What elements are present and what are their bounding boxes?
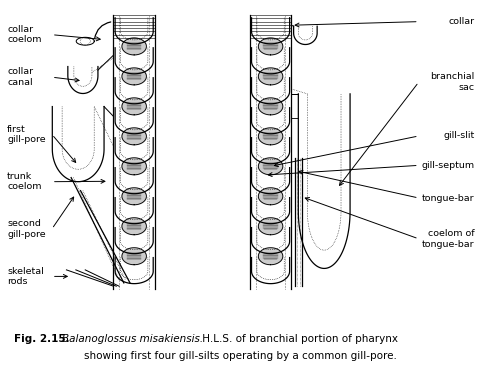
Text: gill-slit: gill-slit xyxy=(443,131,474,141)
Text: first
gill-pore: first gill-pore xyxy=(7,125,46,144)
Polygon shape xyxy=(258,38,283,55)
Text: showing first four gill-silts operating by a common gill-pore.: showing first four gill-silts operating … xyxy=(84,351,396,361)
Text: tongue-bar: tongue-bar xyxy=(421,193,474,203)
Polygon shape xyxy=(258,68,283,85)
Text: skeletal
rods: skeletal rods xyxy=(7,267,44,286)
Polygon shape xyxy=(258,218,283,235)
Text: coelom of
tongue-bar: coelom of tongue-bar xyxy=(421,229,474,248)
Polygon shape xyxy=(122,158,146,175)
Polygon shape xyxy=(122,98,146,115)
Text: gill-septum: gill-septum xyxy=(421,161,474,170)
Polygon shape xyxy=(258,158,283,175)
Polygon shape xyxy=(122,218,146,235)
Polygon shape xyxy=(122,68,146,85)
Text: Fig. 2.15.: Fig. 2.15. xyxy=(14,334,70,345)
Text: trunk
coelom: trunk coelom xyxy=(7,172,42,191)
Text: collar
coelom: collar coelom xyxy=(7,25,42,44)
Polygon shape xyxy=(258,128,283,145)
Text: H.L.S. of branchial portion of pharynx: H.L.S. of branchial portion of pharynx xyxy=(199,334,398,345)
Polygon shape xyxy=(258,98,283,115)
Text: collar: collar xyxy=(448,17,474,26)
Polygon shape xyxy=(258,188,283,205)
Text: collar
canal: collar canal xyxy=(7,68,33,87)
Text: Balanoglossus misakiensis.: Balanoglossus misakiensis. xyxy=(62,334,204,345)
Text: second
gill-pore: second gill-pore xyxy=(7,219,46,239)
Polygon shape xyxy=(122,248,146,265)
Text: branchial
sac: branchial sac xyxy=(430,72,474,92)
Polygon shape xyxy=(122,188,146,205)
Polygon shape xyxy=(258,248,283,265)
Polygon shape xyxy=(122,128,146,145)
Polygon shape xyxy=(122,38,146,55)
